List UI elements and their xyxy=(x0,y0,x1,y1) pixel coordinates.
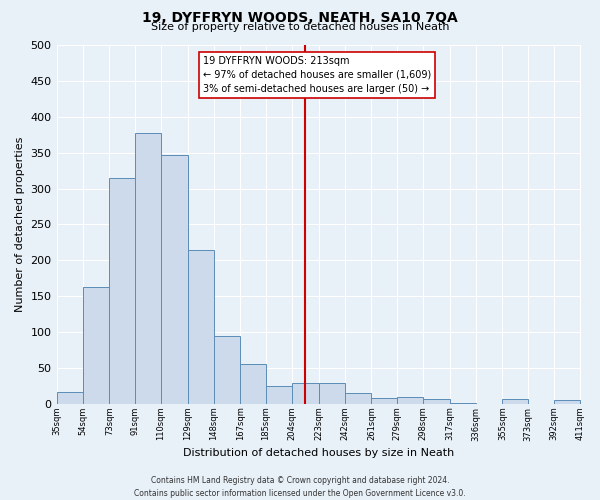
Bar xyxy=(423,400,449,404)
Text: 19 DYFFRYN WOODS: 213sqm
← 97% of detached houses are smaller (1,609)
3% of semi: 19 DYFFRYN WOODS: 213sqm ← 97% of detach… xyxy=(203,56,431,94)
Y-axis label: Number of detached properties: Number of detached properties xyxy=(15,136,25,312)
Bar xyxy=(502,400,527,404)
Text: Contains HM Land Registry data © Crown copyright and database right 2024.
Contai: Contains HM Land Registry data © Crown c… xyxy=(134,476,466,498)
Bar xyxy=(345,393,371,404)
Bar xyxy=(397,398,423,404)
Text: 19, DYFFRYN WOODS, NEATH, SA10 7QA: 19, DYFFRYN WOODS, NEATH, SA10 7QA xyxy=(142,11,458,25)
Bar xyxy=(214,336,241,404)
Bar xyxy=(266,386,292,404)
Bar xyxy=(134,132,161,404)
Bar xyxy=(109,178,134,404)
X-axis label: Distribution of detached houses by size in Neath: Distribution of detached houses by size … xyxy=(183,448,454,458)
Bar xyxy=(83,287,109,404)
Text: Size of property relative to detached houses in Neath: Size of property relative to detached ho… xyxy=(151,22,449,32)
Bar xyxy=(319,383,345,404)
Bar xyxy=(554,400,580,404)
Bar xyxy=(241,364,266,404)
Bar xyxy=(449,403,476,404)
Bar xyxy=(56,392,83,404)
Bar xyxy=(188,250,214,404)
Bar xyxy=(371,398,397,404)
Bar xyxy=(161,155,188,404)
Bar xyxy=(292,383,319,404)
